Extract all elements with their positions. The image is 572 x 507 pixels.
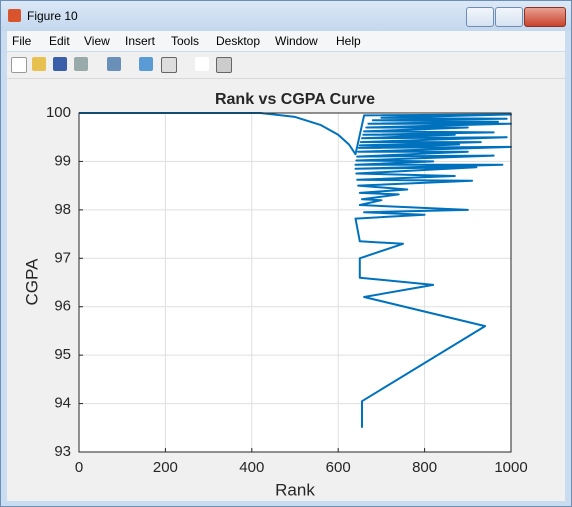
x-axis-label: Rank: [275, 480, 315, 499]
new-icon[interactable]: [11, 57, 27, 73]
data-line: [79, 112, 512, 428]
open-icon[interactable]: [32, 57, 46, 71]
y-tick-label: 94: [54, 395, 71, 412]
toolbar: [7, 52, 565, 79]
menu-item[interactable]: Help: [336, 34, 361, 48]
axes-border: [78, 112, 512, 453]
menu-bar: File Edit View Insert Tools Desktop Window Help: [7, 31, 565, 51]
menu-item[interactable]: Desktop: [216, 34, 261, 48]
save-icon[interactable]: [53, 57, 67, 71]
legend-icon[interactable]: [161, 57, 177, 73]
menu-item[interactable]: File: [12, 34, 32, 48]
x-tick-label: 1000: [494, 459, 527, 476]
figure-area: Rank vs CGPA Curve Rank CGPA 0 200 400 600 8…: [7, 79, 565, 501]
menu-item[interactable]: Edit: [49, 34, 70, 48]
x-tick-label: 0: [75, 459, 83, 476]
chart-title: Rank vs CGPA Curve: [215, 91, 375, 108]
x-tick-label: 800: [412, 459, 437, 476]
menu-item[interactable]: Window: [275, 34, 318, 48]
y-tick-label: 99: [54, 152, 71, 169]
y-tick-label: 100: [46, 104, 71, 121]
x-tick-label: 400: [239, 459, 264, 476]
x-tick-label: 200: [153, 459, 178, 476]
minimize-button[interactable]: [466, 7, 494, 27]
pointer-icon[interactable]: [195, 57, 209, 71]
print-icon[interactable]: [74, 57, 88, 71]
menu-item[interactable]: Insert: [125, 34, 156, 48]
y-tick-label: 93: [54, 443, 71, 460]
app-icon: [8, 9, 21, 22]
link-icon[interactable]: [107, 57, 121, 71]
y-tick-label: 98: [54, 201, 71, 218]
x-tick-label: 600: [326, 459, 351, 476]
colorbar-icon[interactable]: [139, 57, 153, 71]
y-axis-label: CGPA: [22, 258, 41, 306]
menu-item[interactable]: View: [84, 34, 110, 48]
y-tick-label: 96: [54, 298, 71, 315]
window-title: Figure 10: [27, 9, 78, 23]
property-icon[interactable]: [216, 57, 232, 73]
y-tick-label: 97: [54, 249, 71, 266]
maximize-button[interactable]: [495, 7, 523, 27]
title-bar: Figure 10: [1, 1, 571, 31]
close-button[interactable]: [524, 7, 566, 27]
menu-item[interactable]: Tools: [171, 34, 200, 48]
y-tick-label: 95: [54, 346, 71, 363]
chart: Rank vs CGPA Curve Rank CGPA 0 200 400 600 8…: [22, 91, 527, 499]
